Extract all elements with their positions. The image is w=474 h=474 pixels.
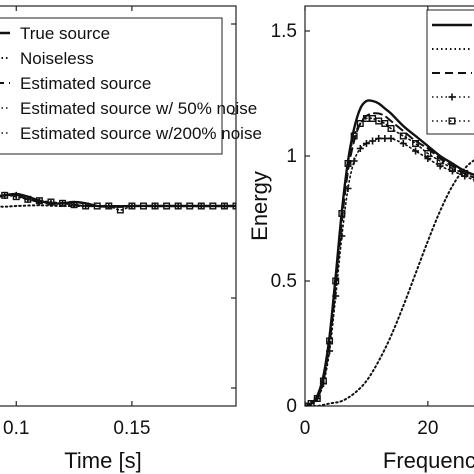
- data-point-square: [344, 159, 352, 167]
- legend-entry: Estimated source: [20, 74, 151, 93]
- data-point-square: [24, 195, 32, 203]
- data-point-plus: [369, 137, 377, 145]
- data-point-square: [35, 197, 43, 205]
- data-point-plus: [362, 140, 370, 147]
- x-tick-label: 20: [417, 418, 438, 439]
- data-point-square: [307, 400, 315, 406]
- data-point-square: [59, 199, 67, 207]
- data-point-square: [93, 202, 101, 210]
- data-point-square: [338, 209, 346, 217]
- x-tick-label: 0: [300, 418, 311, 439]
- data-point-plus: [399, 140, 407, 147]
- legend-square: [448, 117, 456, 125]
- series-line: [305, 159, 474, 406]
- data-point-square: [12, 193, 20, 201]
- data-point-square: [174, 202, 182, 210]
- left-chart-panel: 0.1 0.15 Time [s] True source Noiseless Estim…: [0, 5, 262, 473]
- legend-entry: Estimated source w/200% noise: [20, 124, 262, 143]
- data-point-square: [82, 202, 90, 210]
- data-point-square: [163, 202, 171, 210]
- data-point-square: [70, 201, 78, 209]
- data-point-square: [232, 202, 236, 210]
- data-point-square: [151, 202, 159, 210]
- x-axis-label: Time [s]: [64, 448, 141, 473]
- data-point-plus: [344, 185, 352, 192]
- data-point-plus: [381, 135, 389, 142]
- data-point-square: [381, 119, 389, 127]
- series-line: [0, 194, 236, 211]
- data-point-plus: [387, 135, 395, 142]
- data-point-plus: [412, 147, 420, 155]
- right-chart-panel: 0 20 0 0.5 1 1.5 Frequency [Hz] Energy True sour…: [247, 5, 474, 473]
- data-point-square: [128, 202, 136, 210]
- data-point-square: [220, 202, 228, 210]
- data-point-square: [436, 157, 444, 165]
- data-point-square: [387, 124, 395, 132]
- data-point-square: [412, 139, 420, 147]
- legend-entry: Noiseless: [20, 49, 94, 68]
- data-point-square: [47, 198, 55, 206]
- data-point-plus: [332, 292, 340, 300]
- data-point-square: [319, 377, 327, 385]
- data-point-plus: [375, 135, 383, 142]
- data-point-square: [105, 202, 113, 210]
- data-point-square: [448, 164, 456, 172]
- series-line: [305, 117, 474, 406]
- data-point-square: [305, 402, 309, 406]
- axes-box: [304, 5, 474, 407]
- plot-area: [305, 99, 474, 406]
- plot-area: [0, 191, 236, 214]
- data-point-square: [350, 132, 358, 140]
- data-point-square: [356, 119, 364, 127]
- y-tick-label: 1.5: [271, 21, 297, 42]
- data-point-square: [197, 202, 205, 210]
- data-point-plus: [326, 347, 334, 355]
- data-point-square: [186, 202, 194, 210]
- y-tick-label: 0.5: [271, 271, 297, 292]
- data-point-square: [139, 202, 147, 210]
- data-point-square: [116, 206, 124, 214]
- data-point-plus: [356, 145, 364, 152]
- data-point-square: [332, 277, 340, 285]
- x-tick-label: 0.15: [113, 418, 150, 439]
- data-point-square: [461, 169, 469, 177]
- data-point-plus: [350, 157, 358, 165]
- y-tick-label: 1: [286, 146, 297, 167]
- data-point-plus: [338, 232, 346, 240]
- x-tick-label: 0.1: [3, 418, 29, 439]
- data-point-square: [424, 149, 432, 157]
- x-axis-label: Frequency [Hz]: [383, 448, 474, 473]
- legend-box: [0, 17, 223, 155]
- data-point-square: [209, 202, 217, 210]
- data-point-square: [1, 191, 9, 199]
- y-axis-label: Energy: [247, 171, 272, 241]
- legend-entry: Estimated source w/ 50% noise: [20, 99, 257, 118]
- legend-entry: True source: [20, 24, 110, 43]
- data-point-square: [313, 395, 321, 403]
- y-tick-label: 0: [286, 396, 297, 417]
- data-point-square: [399, 132, 407, 140]
- data-point-square: [326, 337, 334, 345]
- legend: True source Noiseless Estimated source Esti…: [0, 17, 262, 155]
